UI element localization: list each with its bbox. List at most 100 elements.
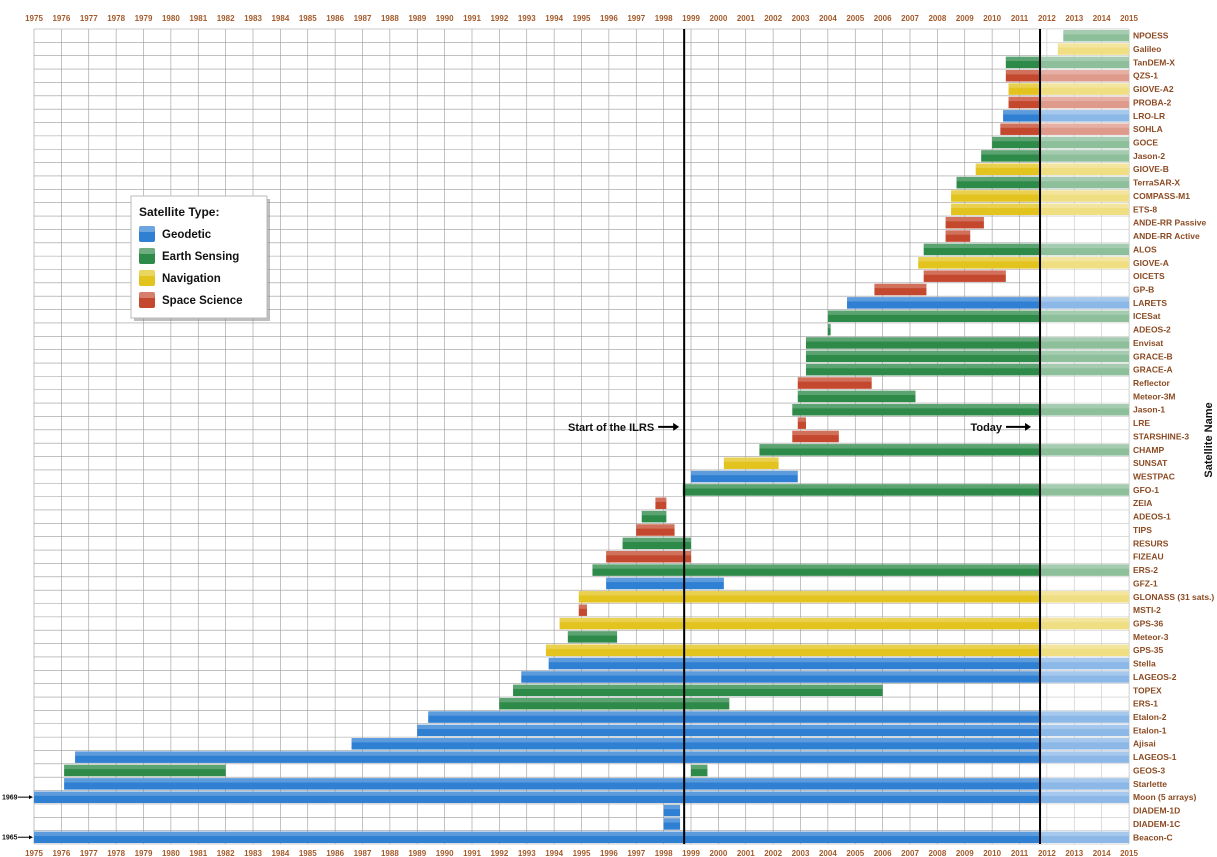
tick-label-top: 2010 — [983, 14, 1001, 23]
satellite-label-compass-m1: COMPASS-M1 — [1133, 191, 1190, 201]
tick-label-bottom: 1980 — [162, 849, 180, 857]
bar-highlight — [34, 791, 1129, 796]
satellite-label-lageos-2: LAGEOS-2 — [1133, 672, 1177, 682]
bar-fizeau — [606, 551, 691, 563]
tick-label-top: 1990 — [436, 14, 454, 23]
tick-label-bottom: 1999 — [682, 849, 700, 857]
tick-label-top: 1999 — [682, 14, 700, 23]
bar-highlight — [1003, 110, 1129, 115]
bar-highlight — [1057, 43, 1129, 48]
satellite-label-moon-5-arrays: Moon (5 arrays) — [1133, 792, 1196, 802]
satellite-label-lro-lr: LRO-LR — [1133, 111, 1165, 121]
tick-label-top: 1996 — [600, 14, 618, 23]
bar-highlight — [567, 631, 618, 636]
marker-layer: Start of the ILRS Today 1969 1965 — [2, 29, 1042, 844]
tick-label-top: 1997 — [627, 14, 645, 23]
bar-highlight — [622, 537, 691, 543]
bar-highlight — [981, 150, 1129, 155]
bar-highlight — [923, 243, 1129, 249]
bar-envisat — [805, 337, 1129, 349]
today-arrowhead-icon — [1025, 422, 1032, 431]
label-layer: 1975 1975 1976 1976 1977 1977 1978 1978 1979 1979… — [25, 14, 1215, 857]
satellite-label-champ: CHAMP — [1133, 445, 1164, 455]
bar-ajisai — [351, 738, 1129, 750]
future-overlay — [1040, 29, 1129, 844]
bar-diadem-1c — [663, 818, 681, 830]
satellite-label-gfz-1: GFZ-1 — [1133, 578, 1158, 588]
tick-label-top: 2001 — [737, 14, 755, 23]
tick-label-top: 2000 — [709, 14, 727, 23]
bar-highlight — [992, 136, 1129, 142]
tick-label-bottom: 1988 — [381, 849, 399, 857]
tick-label-top: 2011 — [1011, 14, 1029, 23]
bar-tips — [636, 524, 675, 536]
bar-stella — [548, 657, 1129, 670]
bar-highlight — [805, 337, 1129, 342]
bar-highlight — [874, 283, 927, 289]
bar-highlight — [975, 163, 1129, 168]
bar-highlight — [827, 323, 831, 329]
bar-highlight — [578, 604, 587, 609]
satellite-label-icesat: ICESat — [1133, 311, 1161, 321]
satellite-label-gps-35: GPS-35 — [1133, 645, 1164, 655]
tick-label-bottom: 2012 — [1038, 849, 1056, 857]
bar-meteor-3m — [797, 390, 916, 403]
satellite-label-galileo: Galileo — [1133, 44, 1161, 54]
future-shade-layer — [1040, 29, 1129, 844]
tick-label-bottom: 1978 — [107, 849, 125, 857]
tick-label-bottom: 2001 — [737, 849, 755, 857]
satellite-label-beacon-c: Beacon-C — [1133, 832, 1173, 842]
tick-label-top: 1993 — [518, 14, 536, 23]
bar-highlight — [592, 564, 1129, 569]
tick-label-bottom: 2003 — [792, 849, 810, 857]
tick-label-top: 2009 — [956, 14, 974, 23]
ilrs-arrowhead-icon — [673, 422, 680, 431]
bar-highlight — [428, 711, 1129, 716]
bar-highlight — [64, 764, 226, 770]
bar-highlight — [64, 778, 1129, 783]
bar-alos — [923, 243, 1129, 256]
legend-title: Satellite Type: — [139, 205, 219, 219]
grid-layer — [33, 28, 1130, 845]
satellite-label-adeos-2: ADEOS-2 — [1133, 325, 1171, 335]
tick-label-bottom: 2010 — [983, 849, 1001, 857]
bar-highlight — [805, 350, 1129, 355]
bar-adeos-1 — [641, 510, 667, 523]
satellite-label-geos-3: GEOS-3 — [1133, 765, 1165, 775]
tick-label-bottom: 1987 — [354, 849, 372, 857]
satellite-label-sohla: SOHLA — [1133, 124, 1163, 134]
bar-topex — [513, 684, 883, 697]
satellite-label-gps-36: GPS-36 — [1133, 618, 1164, 628]
bar-resurs — [622, 537, 691, 550]
bar-jason-1 — [792, 404, 1129, 416]
satellite-label-terrasar-x: TerraSAR-X — [1133, 178, 1180, 188]
tick-label-bottom: 1983 — [244, 849, 262, 857]
bar-highlight — [499, 697, 730, 703]
bar-qzs-1 — [1005, 70, 1129, 82]
satellite-label-ajisai: Ajisai — [1133, 739, 1156, 749]
bar-highlight — [945, 216, 984, 222]
legend: Satellite Type: Geodetic Earth Sensing Navi… — [130, 195, 270, 321]
legend-swatch-space — [139, 292, 155, 308]
satellite-label-qzs-1: QZS-1 — [1133, 71, 1158, 81]
tick-label-bottom: 1981 — [189, 849, 207, 857]
tick-label-bottom: 2008 — [928, 849, 946, 857]
satellite-label-tips: TIPS — [1133, 525, 1152, 535]
satellite-label-giove-b: GIOVE-B — [1133, 164, 1169, 174]
satellite-label-westpac: WESTPAC — [1133, 472, 1175, 482]
satellite-label-fizeau: FIZEAU — [1133, 552, 1164, 562]
bar-layer — [34, 29, 1129, 844]
legend-label-nav: Navigation — [162, 273, 221, 285]
bar-npoess — [1063, 29, 1129, 42]
bar-highlight — [521, 671, 1129, 676]
bar-highlight — [1063, 29, 1129, 35]
bar-highlight — [1008, 96, 1129, 102]
bar-highlight — [545, 644, 1129, 649]
tick-label-bottom: 2004 — [819, 849, 837, 857]
tick-label-bottom: 1998 — [655, 849, 673, 857]
satellite-label-jason-1: Jason-1 — [1133, 405, 1165, 415]
tick-label-top: 2007 — [901, 14, 919, 23]
satellite-label-stella: Stella — [1133, 659, 1156, 669]
satellite-label-jason-2: Jason-2 — [1133, 151, 1165, 161]
